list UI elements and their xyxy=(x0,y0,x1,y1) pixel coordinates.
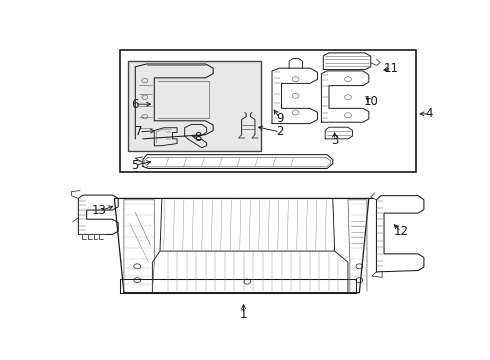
Text: 10: 10 xyxy=(363,95,378,108)
Text: 4: 4 xyxy=(426,107,433,120)
Text: 13: 13 xyxy=(92,204,107,217)
Text: 6: 6 xyxy=(131,98,139,111)
Text: 3: 3 xyxy=(331,134,339,147)
Text: 2: 2 xyxy=(276,125,283,138)
Text: 9: 9 xyxy=(276,112,283,125)
Text: 11: 11 xyxy=(384,62,399,75)
Text: 1: 1 xyxy=(240,309,247,321)
Text: 12: 12 xyxy=(393,225,409,238)
Bar xyxy=(120,50,416,172)
Bar xyxy=(128,61,261,151)
Text: 7: 7 xyxy=(135,125,143,138)
Text: 8: 8 xyxy=(194,131,202,144)
Text: 5: 5 xyxy=(132,159,139,172)
